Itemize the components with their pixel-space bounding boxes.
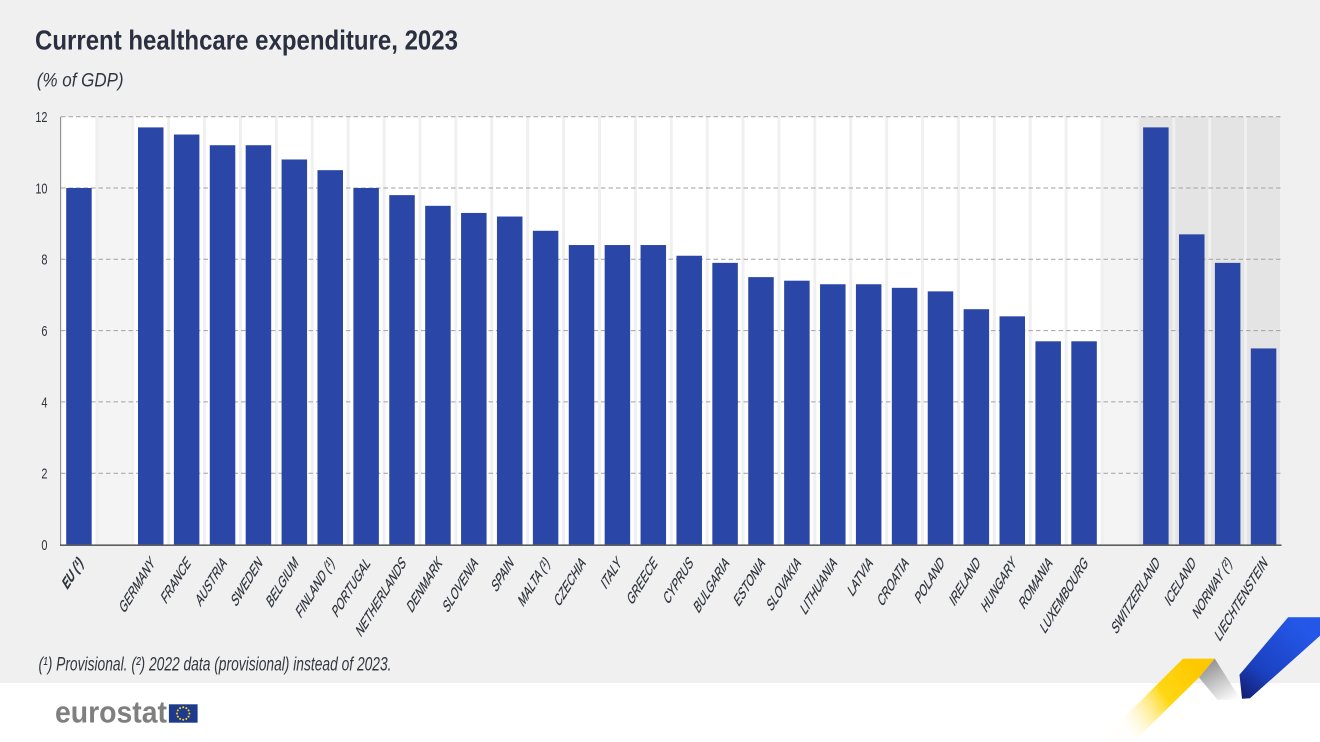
svg-text:0: 0 bbox=[41, 536, 47, 553]
svg-text:6: 6 bbox=[41, 322, 47, 339]
svg-text:10: 10 bbox=[35, 180, 47, 197]
svg-text:(¹) Provisional. (²) 2022 data: (¹) Provisional. (²) 2022 data (provisio… bbox=[39, 653, 392, 675]
svg-text:2: 2 bbox=[41, 465, 47, 482]
svg-text:(% of GDP): (% of GDP) bbox=[37, 69, 124, 91]
svg-text:eurostat: eurostat bbox=[55, 695, 167, 730]
svg-text:8: 8 bbox=[41, 251, 47, 268]
svg-text:12: 12 bbox=[35, 108, 47, 125]
svg-text:4: 4 bbox=[41, 394, 47, 411]
svg-text:Current healthcare expenditure: Current healthcare expenditure, 2023 bbox=[35, 25, 458, 56]
